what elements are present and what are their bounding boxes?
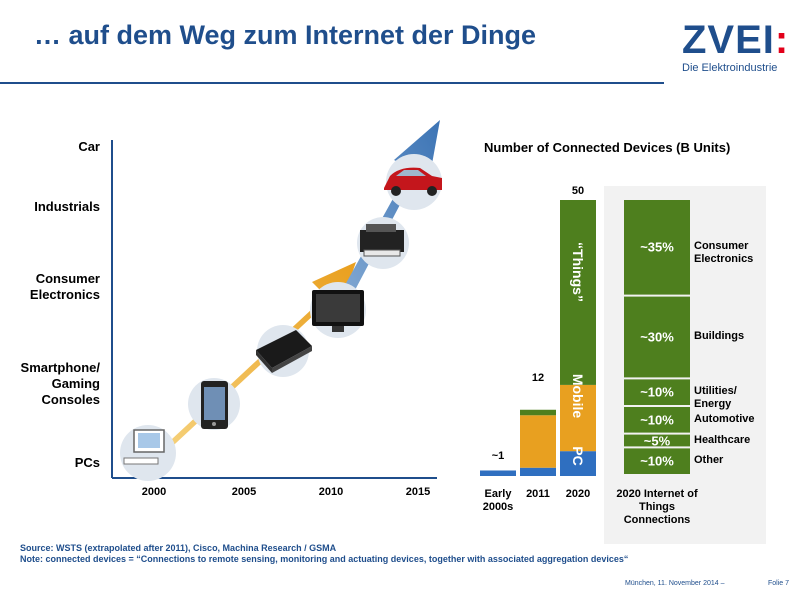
y-label-pcs: PCs	[74, 455, 100, 470]
smartphone-icon	[188, 378, 240, 430]
breakdown-name-1: Healthcare	[694, 433, 751, 446]
breakdown-percent-4: ~30%	[640, 329, 674, 345]
segment-label-mobile: Mobile	[570, 373, 586, 419]
blue-trend-arrow	[320, 120, 440, 330]
source-note: Source: WSTS (extrapolated after 2011), …	[20, 543, 628, 565]
bar-segment-2-1	[520, 409, 556, 416]
y-label-car: Car	[78, 139, 100, 154]
breakdown-name-5: Consumer Electronics	[694, 240, 754, 266]
note-line: Note: connected devices = “Connections t…	[20, 554, 629, 564]
x-tick-2000: 2000	[141, 486, 167, 498]
page-title: … auf dem Weg zum Internet der Dinge	[34, 20, 537, 50]
breakdown-percent-5: ~35%	[640, 239, 674, 255]
bar-segment-0-0	[480, 470, 516, 476]
bar-category-early-2000s: Early 2000s	[482, 488, 514, 513]
breakdown-percent-1: ~5%	[643, 433, 671, 448]
x-tick-2005: 2005	[231, 486, 257, 498]
breakdown-name-4: Buildings	[694, 330, 745, 342]
bar-total-early-2000s: ~1	[491, 450, 505, 462]
slide-number: Folie 7	[768, 580, 790, 587]
printer-icon	[357, 217, 409, 269]
bar-total-2020: 50	[571, 185, 585, 197]
title-divider	[0, 82, 664, 84]
x-tick-2015: 2015	[405, 486, 431, 498]
y-label-consumer-electronics: Consumer Electronics	[29, 271, 100, 302]
breakdown-percent-2: ~10%	[640, 412, 674, 428]
bar-category-2011: 2011	[526, 488, 550, 500]
y-label-smartphone-gaming: Smartphone/ Gaming Consoles	[20, 360, 100, 407]
segment-label-pc: PC	[570, 446, 586, 466]
y-label-industrials: Industrials	[34, 199, 100, 214]
footer-text: München, 11. November 2014 –	[625, 580, 725, 587]
chart-title: Number of Connected Devices (B Units)	[484, 140, 731, 155]
zvei-logo: ZVEI: Die Elektroindustrie	[682, 18, 790, 74]
segment-label-things: “Things”	[570, 242, 586, 302]
breakdown-name-2: Automotive	[694, 412, 755, 425]
gaming-console-icon	[256, 325, 312, 377]
bar-segment-0-1	[520, 467, 556, 476]
breakdown-name-3: Utilities/ Energy	[694, 385, 737, 411]
logo-colon: :	[774, 18, 790, 62]
bar-total-2011: 12	[531, 372, 545, 384]
logo-subtitle: Die Elektroindustrie	[682, 62, 778, 74]
breakdown-percent-0: ~10%	[640, 453, 674, 469]
bar-segment-1-1	[520, 415, 556, 468]
logo-word: ZVEI	[682, 18, 775, 62]
monitor-icon	[310, 282, 366, 338]
bar-category-2020: 2020	[565, 488, 591, 500]
orange-trend-arrow	[148, 262, 356, 462]
car-icon	[384, 154, 442, 210]
x-tick-2010: 2010	[318, 486, 344, 498]
pc-icon	[120, 425, 176, 481]
breakdown-name-0: Other	[694, 454, 724, 467]
source-line: Source: WSTS (extrapolated after 2011), …	[20, 543, 337, 553]
breakdown-title: 2020 Internet of Things Connections	[616, 488, 698, 526]
breakdown-percent-3: ~10%	[640, 384, 674, 400]
